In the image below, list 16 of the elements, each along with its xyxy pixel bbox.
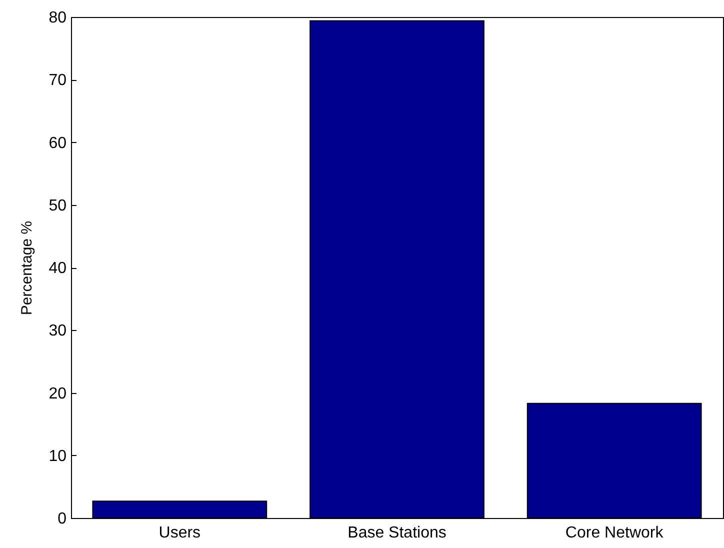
y-tick-label: 30 <box>48 322 67 340</box>
y-tick-label: 20 <box>48 385 67 402</box>
y-axis-title: Percentage % <box>18 220 36 316</box>
bar <box>92 500 268 518</box>
y-tick-label: 0 <box>58 510 67 528</box>
x-tick-label: Core Network <box>565 524 664 542</box>
y-tick-label: 10 <box>48 448 67 465</box>
y-tick-label: 50 <box>48 197 67 214</box>
y-tick-label: 80 <box>48 10 67 26</box>
y-tick-label: 40 <box>48 260 67 277</box>
bar <box>526 402 702 518</box>
y-tick-label: 60 <box>48 134 67 152</box>
bar <box>310 20 484 518</box>
x-tick-label: Users <box>158 524 201 542</box>
x-tick-label: Base Stations <box>348 524 446 542</box>
y-tick-label: 70 <box>48 72 67 90</box>
